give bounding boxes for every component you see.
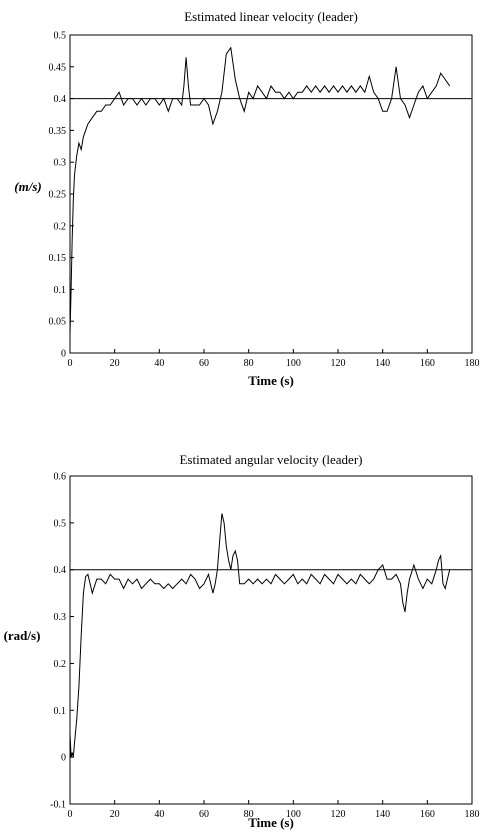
plot-frame xyxy=(69,475,473,805)
x-tick-label: 180 xyxy=(465,809,480,820)
x-axis-label: Time (s) xyxy=(248,815,294,830)
angular-velocity-line xyxy=(69,513,451,758)
linear-velocity-line xyxy=(69,46,451,334)
x-axis-label: Time (s) xyxy=(248,373,294,388)
y-tick-label: 0.1 xyxy=(54,706,67,717)
y-tick-label: 0.4 xyxy=(54,565,67,576)
x-tick-label: 140 xyxy=(375,358,390,369)
y-tick-label: 0.25 xyxy=(49,190,67,201)
x-tick-label: 20 xyxy=(110,358,120,369)
plot-frame xyxy=(69,34,473,354)
y-axis-label: (rad/s) xyxy=(4,628,41,643)
y-tick-label: 0.4 xyxy=(54,94,67,105)
linear-velocity-chart: Estimated linear velocity (leader) 0 20 40… xyxy=(14,9,479,388)
y-tick-label: 0.2 xyxy=(54,221,67,232)
x-tick-label: 40 xyxy=(154,809,164,820)
x-axis: 0 20 40 60 80 100 120 140 160 180 xyxy=(68,800,480,820)
y-tick-label: 0.5 xyxy=(54,518,67,529)
x-tick-label: 120 xyxy=(331,358,346,369)
x-tick-label: 60 xyxy=(199,358,209,369)
x-tick-label: 100 xyxy=(286,809,301,820)
x-tick-label: 180 xyxy=(465,358,480,369)
y-tick-label: 0.3 xyxy=(54,612,67,623)
y-tick-label: 0.3 xyxy=(54,158,67,169)
angular-velocity-chart: Estimated angular velocity (leader) 0 20 4… xyxy=(4,452,480,830)
y-tick-label: 0 xyxy=(61,349,66,360)
x-tick-label: 160 xyxy=(420,358,435,369)
y-axis: -0.1 0 0.1 0.2 0.3 0.4 0.5 0.6 xyxy=(50,472,74,811)
y-tick-label: 0 xyxy=(61,753,66,764)
x-tick-label: 140 xyxy=(375,809,390,820)
y-tick-label: 0.05 xyxy=(49,317,67,328)
y-tick-label: 0.1 xyxy=(54,285,67,296)
y-tick-label: 0.15 xyxy=(49,253,67,264)
y-tick-label: 0.6 xyxy=(54,472,67,483)
y-tick-label: 0.45 xyxy=(49,62,67,73)
y-tick-label: 0.5 xyxy=(54,31,67,42)
chart-title: Estimated angular velocity (leader) xyxy=(179,452,362,467)
x-axis: 0 20 40 60 80 100 120 140 160 180 xyxy=(68,349,480,369)
x-tick-label: 160 xyxy=(420,809,435,820)
y-tick-label: 0.2 xyxy=(54,659,67,670)
y-tick-label: 0.35 xyxy=(49,126,67,137)
x-tick-label: 0 xyxy=(68,809,73,820)
x-tick-label: 60 xyxy=(199,809,209,820)
x-tick-label: 40 xyxy=(154,358,164,369)
x-tick-label: 100 xyxy=(286,358,301,369)
x-tick-label: 80 xyxy=(244,358,254,369)
chart-title: Estimated linear velocity (leader) xyxy=(184,9,358,24)
x-tick-label: 20 xyxy=(110,809,120,820)
y-tick-label: -0.1 xyxy=(50,800,66,811)
y-axis-label: (m/s) xyxy=(14,179,41,194)
x-tick-label: 80 xyxy=(244,809,254,820)
x-tick-label: 0 xyxy=(68,358,73,369)
x-tick-label: 120 xyxy=(331,809,346,820)
